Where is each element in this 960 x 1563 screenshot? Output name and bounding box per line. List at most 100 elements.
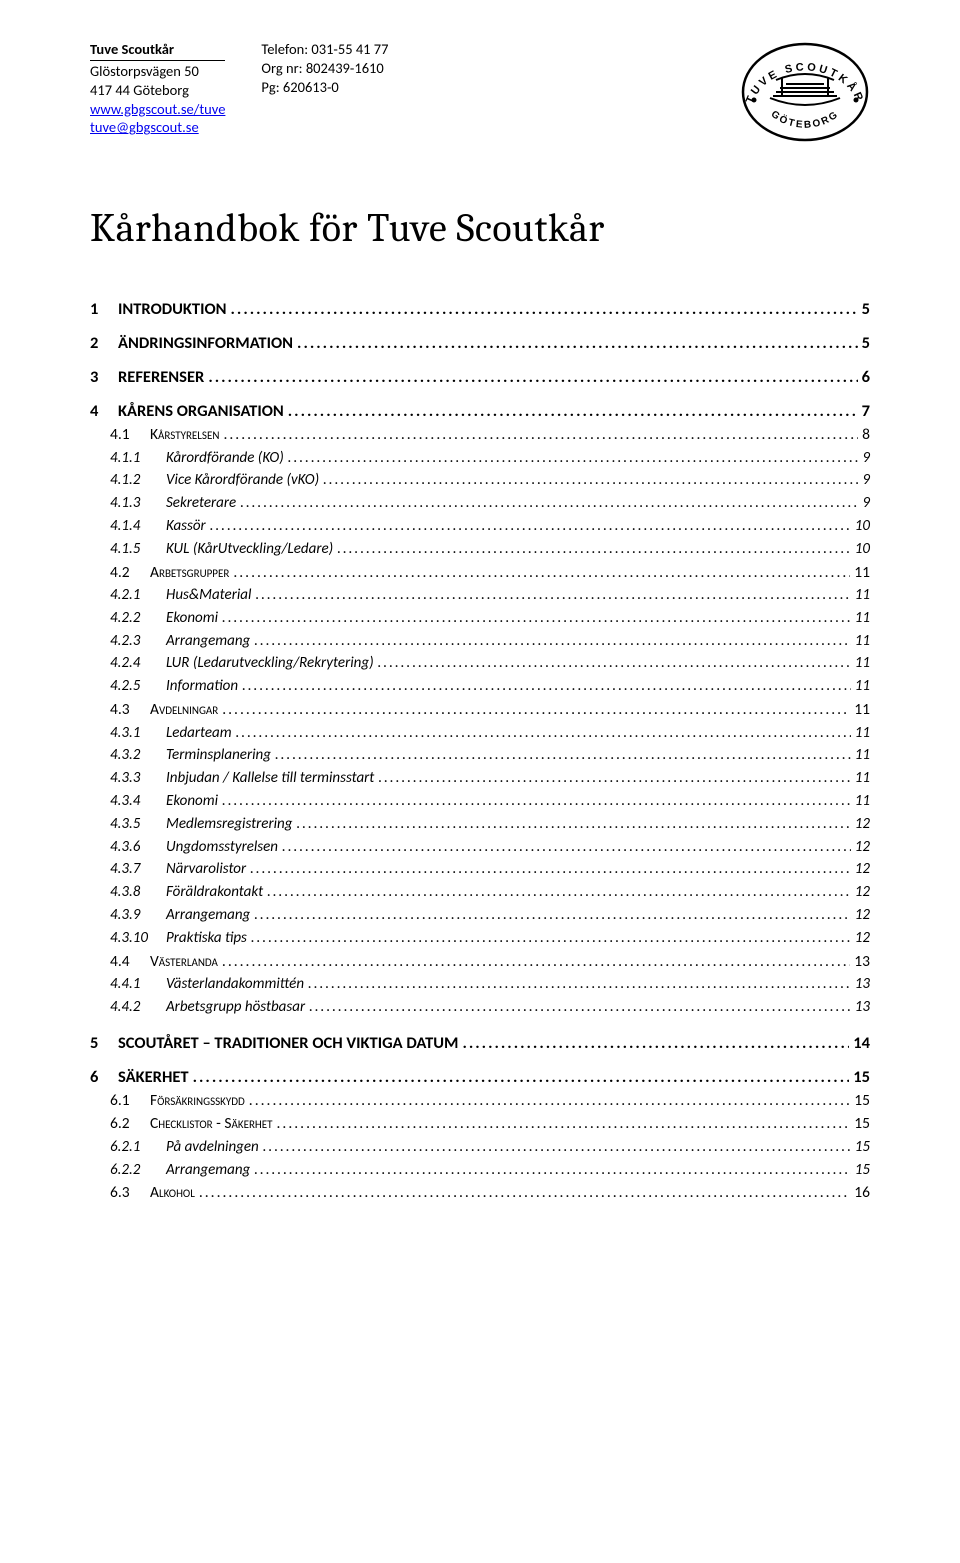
toc-entry[interactable]: 4.3.2Terminsplanering11 — [90, 744, 870, 767]
toc-entry-page: 10 — [851, 538, 870, 561]
website-link[interactable]: www.gbgscout.se/tuve — [90, 100, 225, 119]
toc-entry-number: 4.2 — [110, 561, 142, 585]
toc-entry-number: 4.1.4 — [110, 515, 158, 538]
toc-entry[interactable]: 4.4Västerlanda13 — [90, 950, 870, 974]
toc-leader-dots — [250, 904, 851, 927]
toc-leader-dots — [374, 767, 850, 790]
toc-entry-label: Terminsplanering — [158, 744, 271, 767]
toc-entry[interactable]: 4.1.1Kårordförande (KO)9 — [90, 447, 870, 470]
toc-entry[interactable]: 4.1.5KUL (KårUtveckling/Ledare)10 — [90, 538, 870, 561]
toc-entry[interactable]: 6SÄKERHET15 — [90, 1067, 870, 1087]
toc-entry[interactable]: 4.1.3Sekreterare9 — [90, 492, 870, 515]
toc-entry-page: 14 — [849, 1033, 870, 1053]
toc-entry[interactable]: 4.1.2Vice Kårordförande (vKO)9 — [90, 469, 870, 492]
toc-entry[interactable]: 4.1.4Kassör10 — [90, 515, 870, 538]
toc-entry-page: 11 — [851, 630, 870, 653]
toc-entry-page: 15 — [850, 1089, 870, 1113]
toc-entry-page: 11 — [850, 698, 870, 722]
letterhead-right-col: Telefon: 031-55 41 77 Org nr: 802439-161… — [261, 40, 388, 137]
toc-entry[interactable]: 6.1Försäkringsskydd 15 — [90, 1089, 870, 1113]
toc-entry[interactable]: 4.3.7Närvarolistor12 — [90, 858, 870, 881]
toc-entry-number: 4.3.4 — [110, 790, 158, 813]
toc-entry[interactable]: 4.3.9Arrangemang12 — [90, 904, 870, 927]
toc-entry-number: 4.2.2 — [110, 607, 158, 630]
toc-leader-dots — [263, 881, 851, 904]
toc-entry[interactable]: 4.4.2Arbetsgrupp höstbasar13 — [90, 996, 870, 1019]
toc-entry-label: Ungdomsstyrelsen — [158, 836, 278, 859]
toc-entry-number: 3 — [90, 367, 110, 387]
toc-entry-number: 4.4 — [110, 950, 142, 974]
toc-entry[interactable]: 4.3.8Föräldrakontakt12 — [90, 881, 870, 904]
toc-entry-number: 4.1.2 — [110, 469, 158, 492]
toc-entry[interactable]: 4.2.2Ekonomi11 — [90, 607, 870, 630]
toc-leader-dots — [458, 1033, 849, 1053]
letterhead: Tuve Scoutkår Glöstorpsvägen 50 417 44 G… — [90, 40, 870, 145]
toc-leader-dots — [319, 469, 858, 492]
toc-leader-dots — [227, 299, 858, 319]
toc-entry[interactable]: 4.1Kårstyrelsen8 — [90, 423, 870, 447]
toc-entry-label: Sekreterare — [158, 492, 236, 515]
toc-leader-dots — [245, 1089, 850, 1113]
toc-entry[interactable]: 4.4.1Västerlandakommittén13 — [90, 973, 870, 996]
toc-entry[interactable]: 3REFERENSER 6 — [90, 367, 870, 387]
toc-leader-dots — [374, 652, 851, 675]
toc-entry-page: 11 — [851, 790, 870, 813]
toc-entry[interactable]: 4KÅRENS ORGANISATION7 — [90, 401, 870, 421]
toc-entry-page: 12 — [851, 858, 870, 881]
toc-entry[interactable]: 4.3.5Medlemsregistrering12 — [90, 813, 870, 836]
toc-leader-dots — [189, 1067, 850, 1087]
toc-entry-number: 5 — [90, 1033, 110, 1053]
toc-entry-label: Avdelningar — [142, 698, 218, 722]
toc-entry[interactable]: 4.3.6Ungdomsstyrelsen12 — [90, 836, 870, 859]
toc-entry-number: 4.2.4 — [110, 652, 158, 675]
toc-entry-label: Föräldrakontakt — [158, 881, 263, 904]
toc-entry[interactable]: 5SCOUTÅRET – TRADITIONER OCH VIKTIGA DAT… — [90, 1033, 870, 1053]
email-link[interactable]: tuve@gbgscout.se — [90, 118, 225, 137]
toc-entry-number: 4.3.7 — [110, 858, 158, 881]
toc-entry[interactable]: 4.2.4LUR (Ledarutveckling/Rekrytering)11 — [90, 652, 870, 675]
toc-entry[interactable]: 1INTRODUKTION5 — [90, 299, 870, 319]
toc-entry-page: 6 — [858, 367, 870, 387]
toc-entry-page: 15 — [849, 1067, 870, 1087]
toc-entry[interactable]: 4.2.1Hus&Material11 — [90, 584, 870, 607]
toc-entry[interactable]: 4.3.3Inbjudan / Kallelse till terminssta… — [90, 767, 870, 790]
toc-entry-label: Ekonomi — [158, 790, 218, 813]
toc-entry-page: 15 — [851, 1159, 870, 1182]
toc-entry[interactable]: 4.3.1Ledarteam11 — [90, 722, 870, 745]
toc-entry-label: Kårstyrelsen — [142, 423, 219, 447]
toc-entry[interactable]: 6.2.1På avdelningen15 — [90, 1136, 870, 1159]
toc-entry[interactable]: 4.2.3Arrangemang11 — [90, 630, 870, 653]
toc-leader-dots — [218, 607, 851, 630]
toc-entry-page: 10 — [851, 515, 870, 538]
toc-entry[interactable]: 4.2.5Information11 — [90, 675, 870, 698]
toc-entry[interactable]: 4.3Avdelningar11 — [90, 698, 870, 722]
toc-entry[interactable]: 6.3Alkohol16 — [90, 1181, 870, 1205]
toc-entry[interactable]: 4.3.4Ekonomi 11 — [90, 790, 870, 813]
toc-entry-number: 6 — [90, 1067, 110, 1087]
phone-line: Telefon: 031-55 41 77 — [261, 40, 388, 59]
toc-entry-label: Försäkringsskydd — [142, 1089, 245, 1113]
toc-entry-number: 4.4.1 — [110, 973, 158, 996]
toc-leader-dots — [278, 836, 851, 859]
toc-entry[interactable]: 6.2Checklistor - Säkerhet15 — [90, 1112, 870, 1136]
toc-entry-page: 13 — [850, 950, 870, 974]
toc-leader-dots — [238, 675, 851, 698]
toc-entry-number: 6.1 — [110, 1089, 142, 1113]
toc-entry-number: 4.1.5 — [110, 538, 158, 561]
toc-entry-label: Arbetsgrupp höstbasar — [158, 996, 305, 1019]
toc-leader-dots — [218, 698, 850, 722]
toc-leader-dots — [204, 367, 857, 387]
toc-leader-dots — [218, 790, 851, 813]
toc-entry-label: Medlemsregistrering — [158, 813, 292, 836]
toc-entry-page: 9 — [858, 447, 870, 470]
toc-entry[interactable]: 4.3.10Praktiska tips12 — [90, 927, 870, 950]
toc-entry-label: På avdelningen — [158, 1136, 259, 1159]
toc-entry[interactable]: 4.2Arbetsgrupper11 — [90, 561, 870, 585]
toc-entry-number: 4.1 — [110, 423, 142, 447]
toc-entry-label: REFERENSER — [110, 367, 204, 387]
toc-entry[interactable]: 6.2.2Arrangemang15 — [90, 1159, 870, 1182]
toc-entry-number: 6.2 — [110, 1112, 142, 1136]
toc-entry-page: 12 — [851, 836, 870, 859]
toc-entry-page: 15 — [851, 1136, 870, 1159]
toc-entry[interactable]: 2ÄNDRINGSINFORMATION5 — [90, 333, 870, 353]
